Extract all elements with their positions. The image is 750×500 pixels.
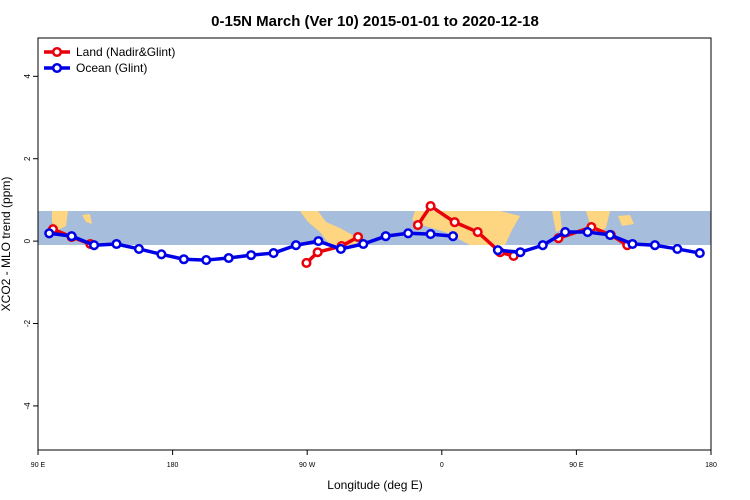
series-point [223,252,234,264]
series-point [694,248,705,259]
series-point [425,229,436,240]
y-tick-label: 0 [23,238,32,243]
series-point [335,243,346,254]
series-point [380,231,391,242]
land-shape [82,214,92,224]
series-point [133,243,144,254]
series-point [178,254,189,265]
series-point [627,238,638,250]
series-point [352,231,364,243]
series-line [497,230,701,255]
series-point [537,240,548,251]
series-point [201,255,212,266]
series-point [412,219,423,231]
x-tick-label: 90 E [31,462,46,469]
series-point [472,227,483,238]
x-tick-label: 0 [440,462,444,469]
series-point [672,243,683,254]
y-tick-label: 4 [23,74,32,79]
series-point [649,240,660,251]
legend-label: Ocean (Glint) [76,61,147,75]
land-shape [618,215,634,226]
series-point [605,229,616,240]
series-point [560,227,571,238]
series-point [268,248,279,259]
x-tick-label: 180 [167,462,179,469]
series-point [449,217,460,228]
y-axis-label: XCO2 - MLO trend (ppm) [0,177,13,312]
series-point [301,257,312,269]
series-point [246,250,257,261]
legend-marker [51,46,63,58]
series-point [89,240,100,251]
series-point [156,249,167,260]
legend-label: Land (Nadir&Glint) [76,45,175,59]
y-tick-label: -4 [23,402,32,410]
land-shape [300,211,358,245]
legend-marker [51,62,63,74]
series-point [358,238,369,250]
series-point [66,231,77,242]
series-point [312,247,323,258]
series-point [447,231,459,242]
series-point [492,245,503,256]
x-tick-label: 90 W [299,462,316,469]
x-tick-label: 180 [705,462,717,469]
land-shape [586,211,610,232]
series-line [305,235,359,265]
y-tick-label: -2 [23,319,32,327]
chart-title: 0-15N March (Ver 10) 2015-01-01 to 2020-… [211,13,539,30]
land-shape [552,211,562,232]
plot-frame [37,37,712,451]
series-point [44,228,55,239]
series-point [290,240,302,251]
series-point [425,201,436,212]
series-point [582,227,593,238]
x-axis-label: Longitude (deg E) [327,478,422,492]
series-point [515,247,526,258]
x-tick-label: 90 E [569,462,584,469]
series-point [313,236,324,247]
y-tick-label: 2 [23,156,32,161]
series-point [111,238,122,250]
series-point [403,228,414,239]
